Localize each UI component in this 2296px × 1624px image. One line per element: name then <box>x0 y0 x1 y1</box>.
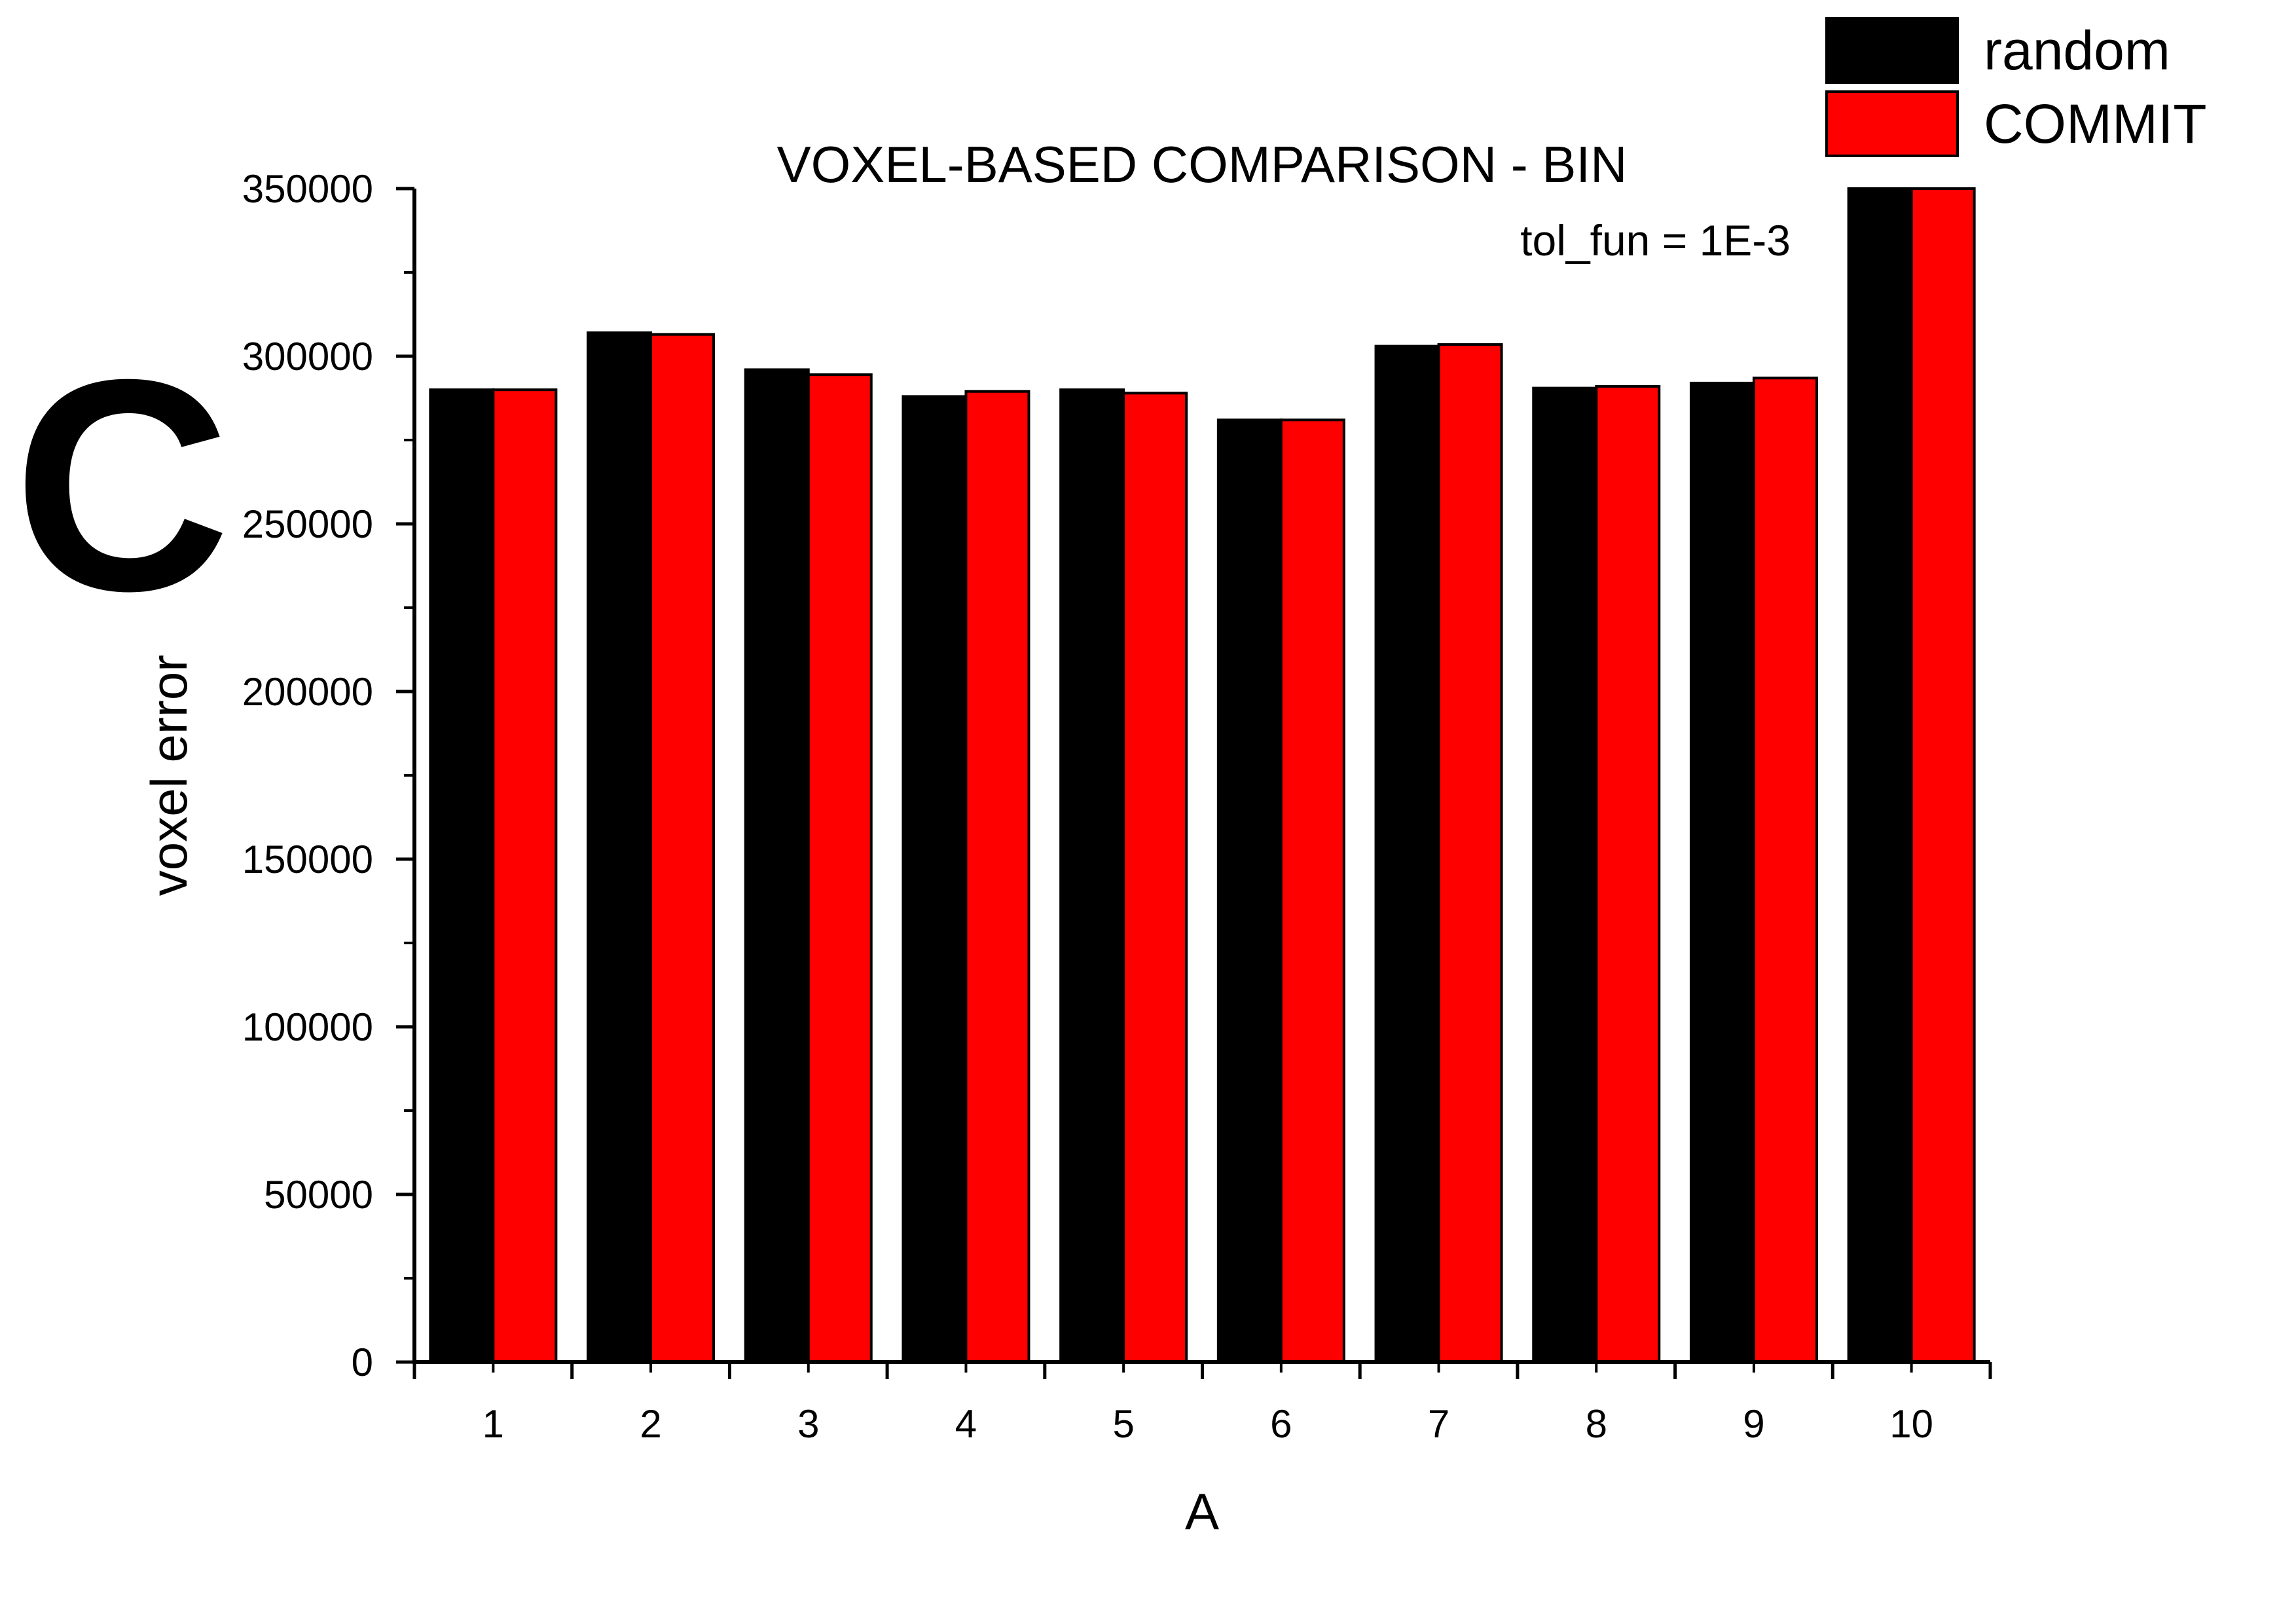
x-tick-label: 2 <box>640 1402 661 1446</box>
bar-commit-7 <box>1437 343 1503 1364</box>
x-axis-title: A <box>1185 1483 1219 1540</box>
x-tick-label: 10 <box>1889 1402 1933 1446</box>
x-tick-label: 8 <box>1586 1402 1607 1446</box>
y-axis-title: voxel error <box>140 655 198 896</box>
bar-random-3 <box>744 368 810 1363</box>
bar-commit-2 <box>649 333 716 1364</box>
y-tick-label: 200000 <box>242 670 373 714</box>
x-ticks-group: 1 2 3 4 5 6 7 8 9 10 <box>412 1362 1992 1446</box>
bar-commit-10 <box>1910 187 1976 1363</box>
bar-random-7 <box>1374 344 1440 1363</box>
bar-random-2 <box>587 331 653 1363</box>
y-tick-label: 0 <box>352 1340 373 1384</box>
bars-group <box>429 187 1976 1364</box>
bar-commit-8 <box>1595 385 1661 1364</box>
bar-random-4 <box>902 395 968 1364</box>
bar-random-5 <box>1059 388 1125 1364</box>
x-tick-label: 1 <box>483 1402 504 1446</box>
y-tick-label: 50000 <box>264 1173 373 1217</box>
x-tick-label: 6 <box>1270 1402 1292 1446</box>
y-tick-label: 300000 <box>242 335 373 378</box>
legend-swatch-random <box>1825 17 1959 84</box>
bar-commit-9 <box>1752 377 1818 1363</box>
bar-random-9 <box>1689 381 1755 1364</box>
bar-commit-6 <box>1279 418 1345 1363</box>
bar-random-10 <box>1847 187 1913 1363</box>
bar-random-6 <box>1216 418 1283 1363</box>
y-ticks-group: 0 50000 100000 150000 200000 250000 300000 3500… <box>242 167 414 1384</box>
bar-commit-3 <box>807 373 873 1363</box>
legend-swatch-commit <box>1825 90 1959 157</box>
x-tick-label: 7 <box>1428 1402 1449 1446</box>
legend-label-random: random <box>1984 20 2170 81</box>
x-tick-label: 5 <box>1112 1402 1134 1446</box>
y-tick-label: 250000 <box>242 502 373 546</box>
x-tick-label: 3 <box>797 1402 819 1446</box>
chart-annotation: tol_fun = 1E-3 <box>1520 216 1791 265</box>
bar-commit-5 <box>1122 392 1188 1364</box>
legend-label-commit: COMMIT <box>1984 93 2207 155</box>
y-tick-label: 100000 <box>242 1005 373 1049</box>
bar-commit-1 <box>492 388 558 1364</box>
chart-title: VOXEL-BASED COMPARISON - BIN <box>777 136 1628 193</box>
y-tick-label: 150000 <box>242 838 373 881</box>
legend: random COMMIT <box>1825 17 2207 157</box>
x-tick-label: 9 <box>1743 1402 1764 1446</box>
bar-random-1 <box>429 388 495 1364</box>
x-tick-label: 4 <box>955 1402 977 1446</box>
y-tick-label: 350000 <box>242 167 373 211</box>
bar-random-8 <box>1532 386 1598 1363</box>
bar-commit-4 <box>964 390 1030 1363</box>
panel-letter: C <box>13 318 230 654</box>
